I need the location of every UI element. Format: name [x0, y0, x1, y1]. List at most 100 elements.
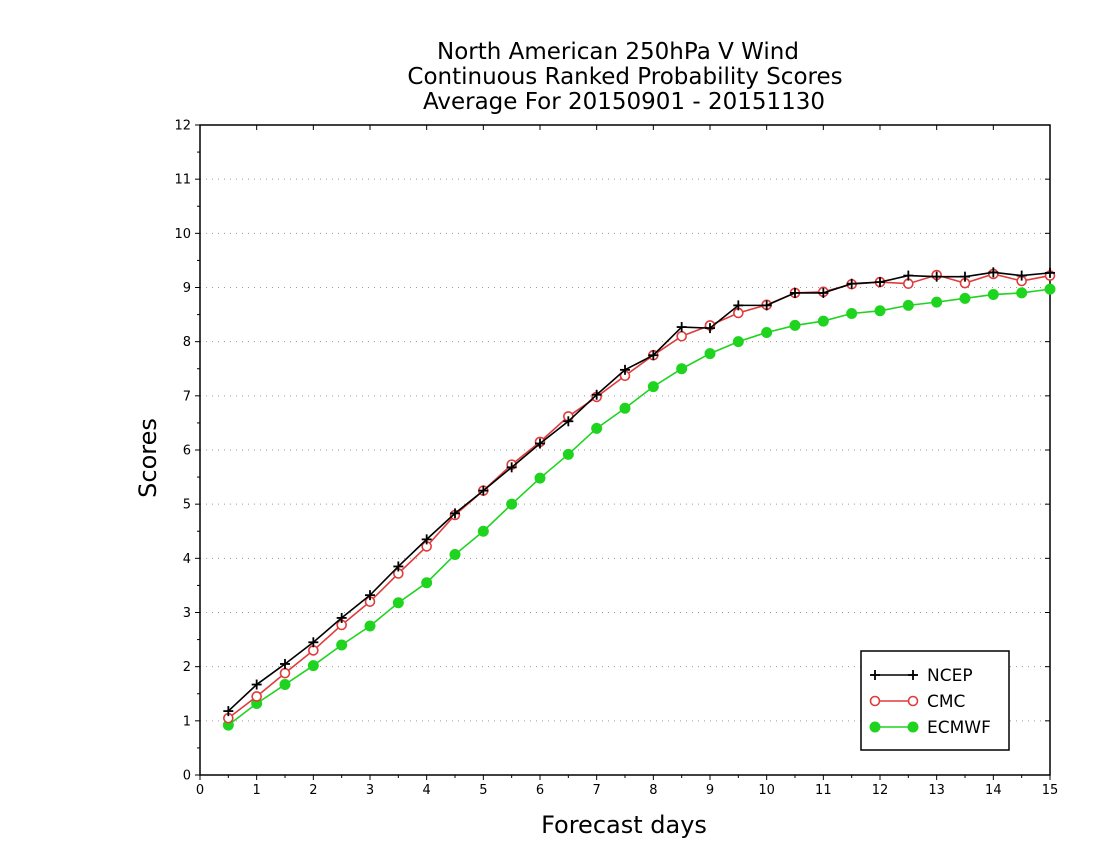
series-ecmwf [222, 283, 1056, 731]
point-ncep-28 [1016, 270, 1027, 281]
point-ecmwf-11 [534, 472, 546, 484]
legend-marker-left-cmc [869, 695, 881, 707]
point-ncep-4 [336, 612, 347, 623]
point-ecmwf-6 [392, 597, 404, 609]
point-ecmwf-22 [846, 308, 858, 319]
title-line-2: Continuous Ranked Probability Scores [407, 64, 842, 90]
y-tick-label-3: 3 [183, 606, 191, 621]
point-ncep-25 [931, 271, 942, 282]
x-tick-label-3: 3 [366, 783, 374, 798]
point-ecmwf-29 [1044, 283, 1056, 295]
point-ecmwf-28 [1016, 287, 1028, 299]
point-ecmwf-17 [704, 348, 716, 360]
point-ecmwf-25 [931, 296, 943, 308]
point-ncep-20 [790, 287, 800, 298]
y-tick-label-4: 4 [183, 552, 191, 567]
point-ncep-24 [903, 270, 914, 281]
point-ncep-12 [563, 416, 574, 427]
point-ecmwf-2 [279, 679, 291, 691]
x-tick-label-15: 15 [1042, 783, 1059, 798]
y-tick-label-1: 1 [183, 714, 191, 729]
y-tick-label-11: 11 [174, 173, 191, 188]
x-tick-label-13: 13 [928, 783, 945, 798]
point-ecmwf-26 [959, 292, 971, 304]
y-tick-label-0: 0 [183, 769, 191, 784]
title-line-1: North American 250hPa V Wind [437, 39, 799, 65]
point-ecmwf-27 [987, 289, 999, 301]
y-axis-title: Scores [134, 418, 162, 498]
x-tick-label-6: 6 [536, 783, 544, 798]
point-ncep-18 [733, 300, 744, 311]
legend-item-cmc: CMC [869, 692, 965, 712]
point-ecmwf-4 [336, 639, 348, 651]
x-tick-label-9: 9 [706, 783, 714, 798]
x-tick-label-4: 4 [423, 783, 431, 798]
x-axis-title: Forecast days [541, 811, 707, 839]
grid-lines [200, 178, 1050, 722]
x-tick-label-5: 5 [479, 783, 487, 798]
point-ecmwf-19 [761, 326, 773, 338]
point-ecmwf-13 [591, 422, 603, 434]
point-ncep-6 [393, 561, 404, 572]
legend-marker-right-ecmwf [907, 721, 919, 733]
x-tick-label-12: 12 [872, 783, 889, 798]
x-tick-label-1: 1 [253, 783, 261, 798]
point-ncep-13 [591, 389, 602, 400]
point-cmc-16 [676, 330, 687, 342]
point-ecmwf-23 [874, 305, 886, 317]
chart-title: North American 250hPa V Wind Continuous … [407, 39, 842, 115]
point-ncep-8 [450, 508, 460, 519]
point-ncep-1 [251, 679, 262, 690]
y-tick-label-2: 2 [183, 660, 191, 675]
x-tick-label-10: 10 [758, 783, 775, 798]
point-ecmwf-12 [562, 448, 574, 460]
y-tick-label-8: 8 [183, 335, 191, 350]
legend-label-cmc: CMC [927, 692, 965, 712]
legend-marker-left-ecmwf [869, 721, 881, 733]
x-tick-label-0: 0 [196, 783, 204, 798]
point-ncep-11 [535, 438, 545, 449]
series-ncep [223, 267, 1055, 717]
point-ecmwf-21 [817, 315, 829, 327]
point-ncep-0 [223, 706, 234, 717]
point-ncep-29 [1045, 267, 1055, 278]
point-ecmwf-7 [421, 577, 433, 589]
x-tick-label-7: 7 [593, 783, 601, 798]
point-ncep-17 [705, 323, 715, 334]
x-tick-label-11: 11 [815, 783, 832, 798]
point-ncep-2 [280, 658, 290, 669]
point-ecmwf-9 [477, 525, 489, 537]
point-ncep-14 [620, 364, 630, 375]
point-ncep-16 [676, 322, 687, 333]
axes [195, 124, 1051, 780]
point-ncep-9 [478, 485, 489, 496]
point-cmc-2 [279, 667, 291, 679]
y-tick-label-5: 5 [183, 498, 191, 513]
x-tick-label-2: 2 [309, 783, 317, 798]
point-ecmwf-3 [307, 660, 319, 672]
y-tick-label-9: 9 [183, 281, 191, 296]
point-ecmwf-10 [506, 498, 518, 510]
series-line-ncep [227, 271, 1051, 712]
x-tick-labels: 0 1 2 3 4 5 6 7 8 9 10 11 12 13 14 15 [196, 783, 1058, 798]
point-ncep-23 [875, 277, 885, 288]
legend-item-ecmwf: ECMWF [869, 718, 991, 738]
point-ncep-26 [960, 271, 970, 282]
point-ecmwf-18 [732, 336, 744, 348]
legend-label-ecmwf: ECMWF [927, 718, 991, 738]
series [222, 267, 1056, 731]
point-ncep-19 [761, 300, 772, 311]
point-cmc-1 [251, 691, 262, 702]
title-line-3: Average For 20150901 - 20151130 [423, 89, 825, 115]
point-ncep-3 [308, 637, 319, 648]
y-tick-label-7: 7 [183, 389, 191, 404]
point-ecmwf-16 [676, 363, 688, 375]
point-ecmwf-20 [789, 319, 801, 331]
point-ncep-15 [648, 350, 659, 361]
point-ncep-21 [818, 287, 829, 298]
point-ncep-7 [421, 534, 432, 545]
y-tick-label-6: 6 [183, 444, 191, 459]
